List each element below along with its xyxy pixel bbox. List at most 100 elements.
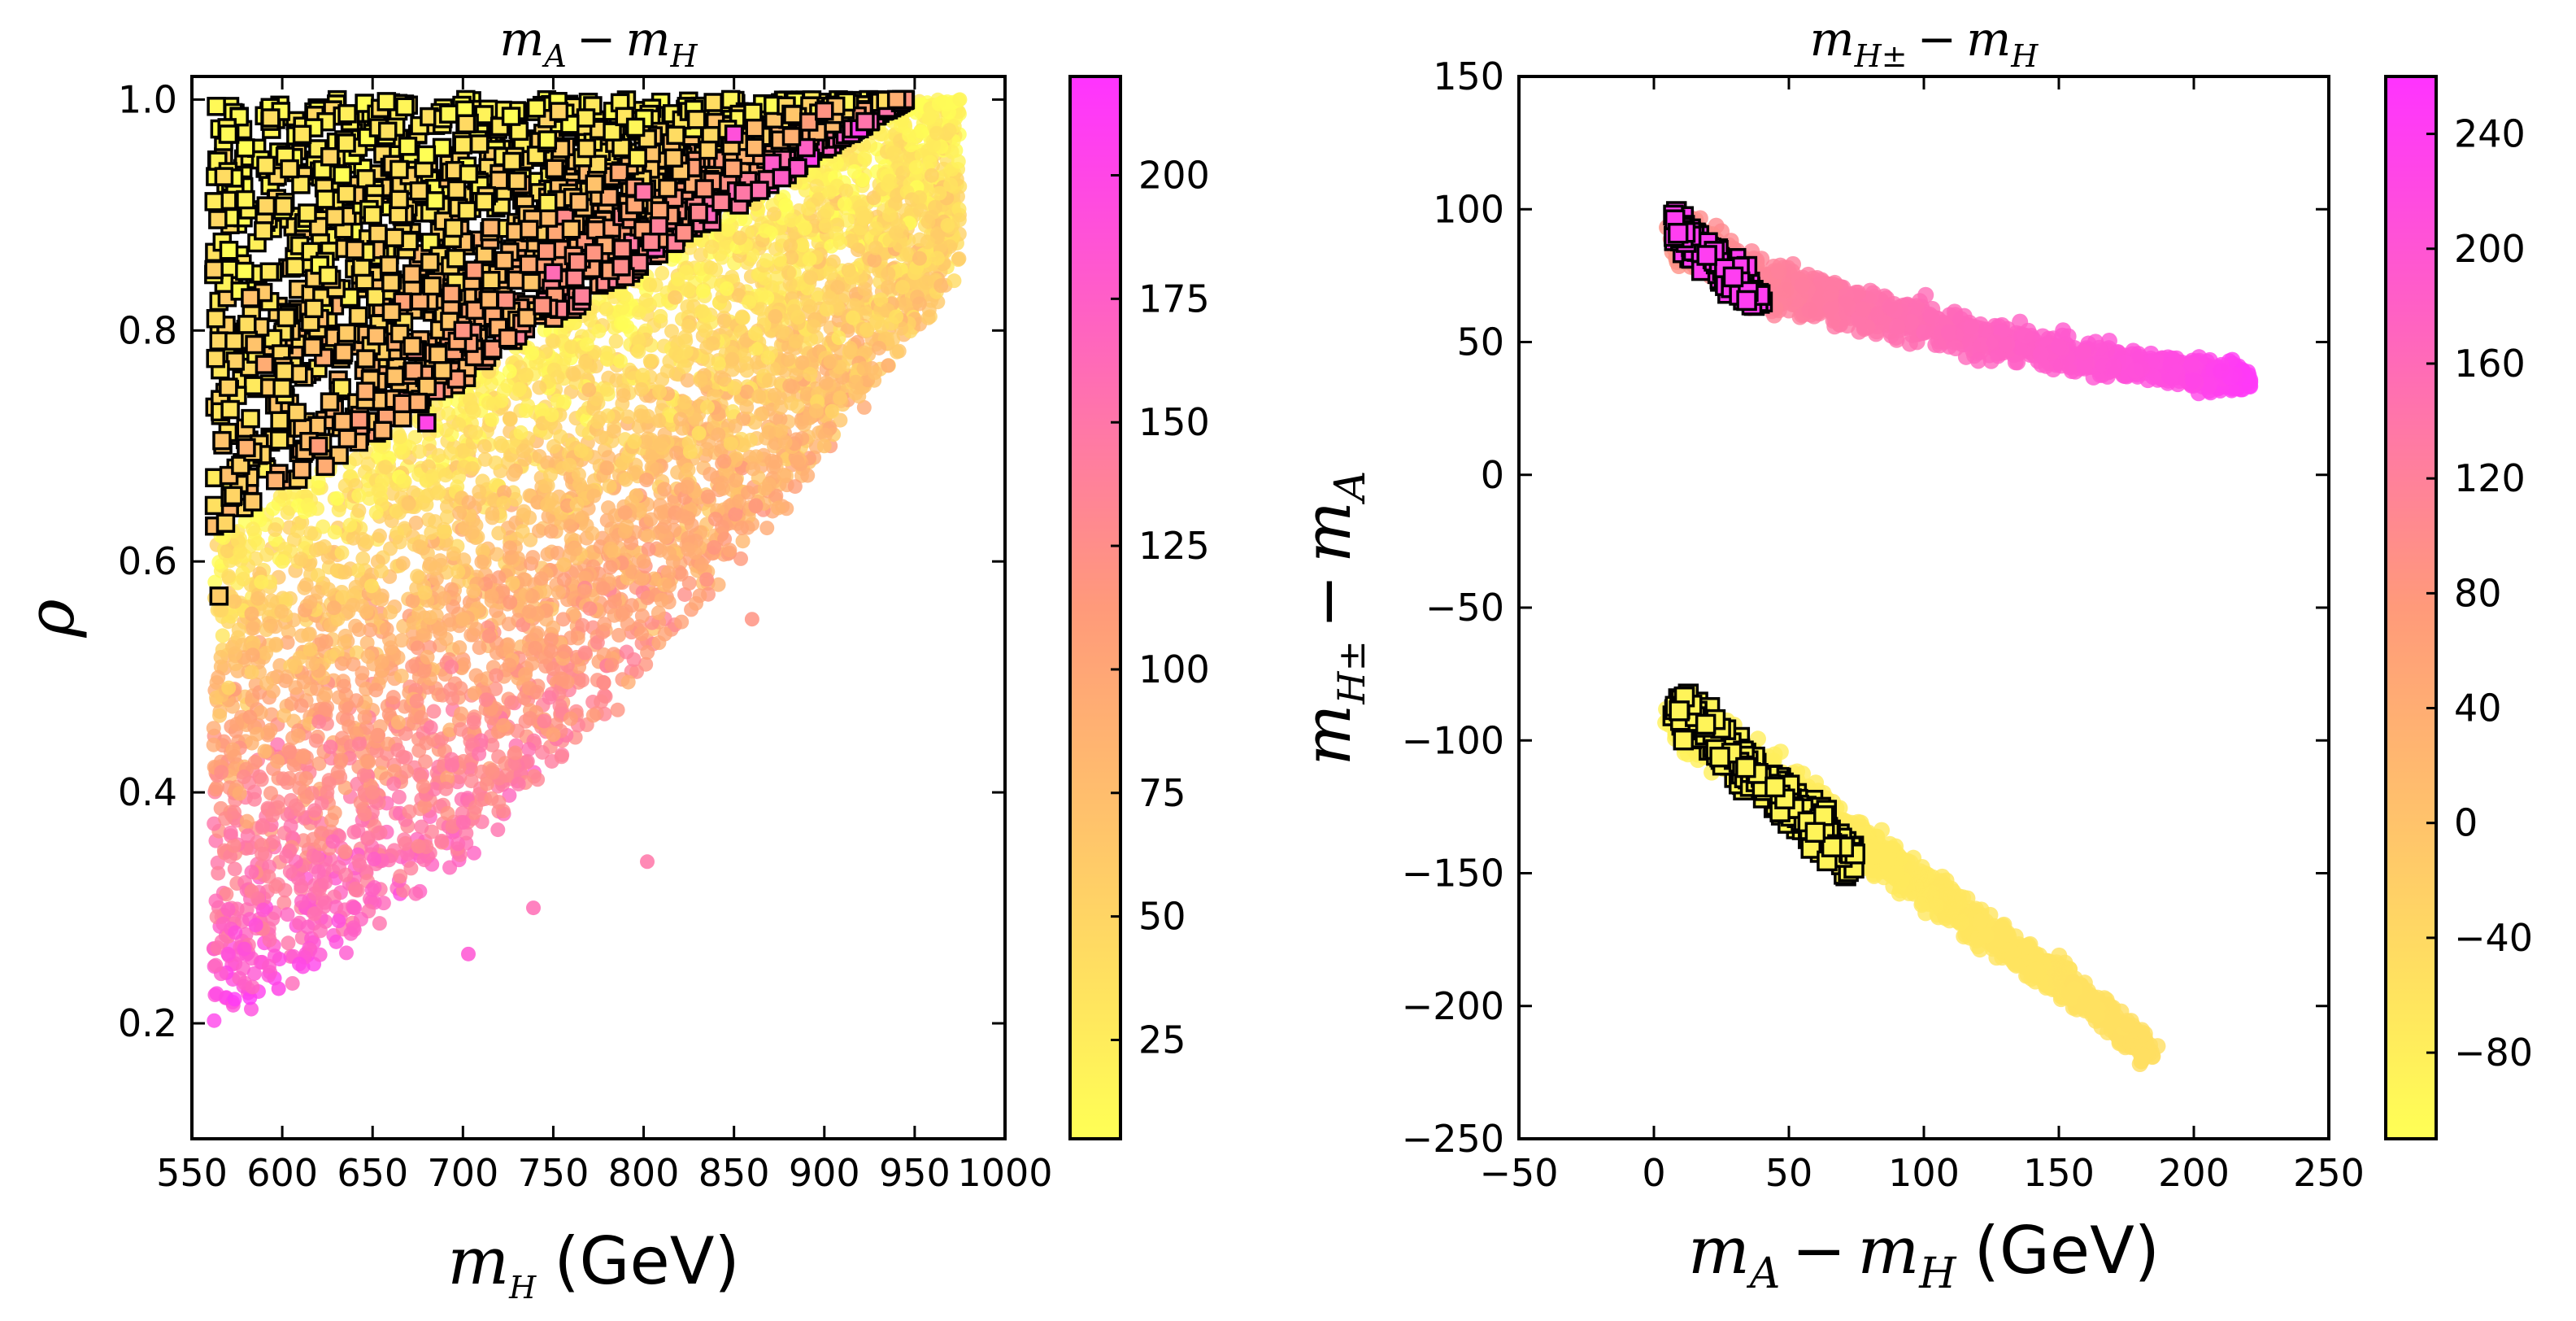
circle-point bbox=[734, 521, 750, 536]
circle-point bbox=[507, 491, 523, 507]
circle-point bbox=[670, 464, 685, 480]
circle-point bbox=[385, 690, 401, 705]
circle-point bbox=[207, 1013, 222, 1028]
circle-point bbox=[744, 612, 759, 627]
circle-point bbox=[723, 436, 738, 451]
circle-point bbox=[612, 354, 628, 369]
circle-point bbox=[507, 756, 523, 771]
circle-point bbox=[781, 265, 797, 281]
circle-point bbox=[524, 346, 540, 361]
circle-point bbox=[731, 494, 746, 509]
circle-point bbox=[641, 542, 656, 557]
circle-point bbox=[735, 534, 751, 549]
circle-point bbox=[333, 752, 349, 768]
circle-point bbox=[294, 698, 309, 713]
circle-point bbox=[496, 495, 511, 511]
circle-point bbox=[485, 510, 500, 525]
circle-point bbox=[522, 604, 537, 619]
circle-point bbox=[323, 739, 338, 755]
circle-point bbox=[346, 597, 361, 613]
circle-point bbox=[311, 756, 327, 771]
circle-point bbox=[771, 500, 786, 516]
circle-point bbox=[681, 575, 697, 591]
circle-point bbox=[235, 961, 250, 976]
circle-point bbox=[700, 489, 716, 504]
circle-point bbox=[766, 207, 781, 222]
panel-left: 550 600 650 700 750 800 850 900 950 1000 0.20.40.… bbox=[13, 11, 1210, 1306]
circle-point bbox=[546, 661, 561, 677]
circle-point bbox=[758, 223, 773, 238]
circle-point bbox=[212, 708, 228, 723]
circle-point bbox=[357, 709, 372, 725]
circle-point bbox=[525, 550, 541, 565]
circle-point bbox=[324, 649, 339, 665]
circle-point bbox=[351, 503, 367, 518]
square-point bbox=[432, 137, 452, 158]
circle-point bbox=[882, 173, 898, 189]
circle-point bbox=[907, 265, 922, 281]
circle-point bbox=[282, 744, 298, 760]
circle-point bbox=[472, 484, 487, 499]
circle-point bbox=[898, 203, 913, 218]
circle-point bbox=[285, 975, 300, 991]
circle-point bbox=[611, 627, 627, 643]
circle-point bbox=[383, 604, 398, 620]
circle-point bbox=[681, 462, 696, 477]
circle-point bbox=[310, 568, 325, 583]
circle-point bbox=[892, 238, 907, 253]
circle-point bbox=[348, 451, 363, 467]
circle-point bbox=[306, 848, 321, 863]
circle-point bbox=[577, 583, 592, 599]
circle-point bbox=[613, 316, 629, 331]
circle-point bbox=[715, 519, 730, 534]
circle-point bbox=[759, 253, 774, 268]
circle-point bbox=[342, 517, 358, 533]
circle-point bbox=[554, 749, 569, 765]
circle-point bbox=[440, 805, 455, 821]
circle-point bbox=[728, 473, 743, 488]
circle-point bbox=[695, 284, 711, 299]
circle-point bbox=[537, 478, 553, 494]
circle-point bbox=[552, 698, 568, 713]
circle-point bbox=[599, 381, 615, 397]
circle-point bbox=[856, 361, 872, 377]
circle-point bbox=[250, 892, 266, 907]
circle-point bbox=[823, 354, 838, 369]
circle-point bbox=[811, 191, 826, 207]
circle-point bbox=[410, 640, 425, 656]
circle-point bbox=[664, 324, 680, 339]
circle-point bbox=[208, 782, 224, 797]
circle-point bbox=[208, 957, 224, 973]
circle-point bbox=[313, 836, 329, 852]
circle-point bbox=[869, 314, 885, 329]
circle-point bbox=[455, 443, 470, 459]
circle-point bbox=[386, 776, 402, 791]
circle-point bbox=[221, 680, 237, 695]
circle-point bbox=[416, 852, 432, 868]
circle-point bbox=[642, 277, 658, 293]
circle-point bbox=[668, 346, 683, 361]
circle-point bbox=[516, 443, 531, 459]
circle-point bbox=[246, 521, 261, 537]
circle-point bbox=[626, 652, 642, 667]
circle-point bbox=[259, 645, 274, 660]
circle-point bbox=[394, 633, 409, 648]
circle-point bbox=[694, 557, 709, 573]
circle-point bbox=[263, 593, 279, 608]
circle-point bbox=[220, 543, 235, 559]
circle-point bbox=[760, 350, 776, 365]
circle-point bbox=[392, 429, 407, 445]
circle-point bbox=[603, 541, 619, 556]
circle-point bbox=[772, 252, 787, 268]
circle-point bbox=[423, 610, 438, 626]
circle-point bbox=[277, 542, 293, 557]
circle-point bbox=[452, 505, 468, 521]
circle-point bbox=[627, 434, 642, 450]
circle-point bbox=[716, 372, 732, 387]
circle-point bbox=[603, 560, 618, 575]
circle-point bbox=[556, 643, 572, 659]
circle-point bbox=[747, 326, 763, 342]
circle-point bbox=[472, 640, 487, 656]
circle-point bbox=[591, 323, 607, 338]
